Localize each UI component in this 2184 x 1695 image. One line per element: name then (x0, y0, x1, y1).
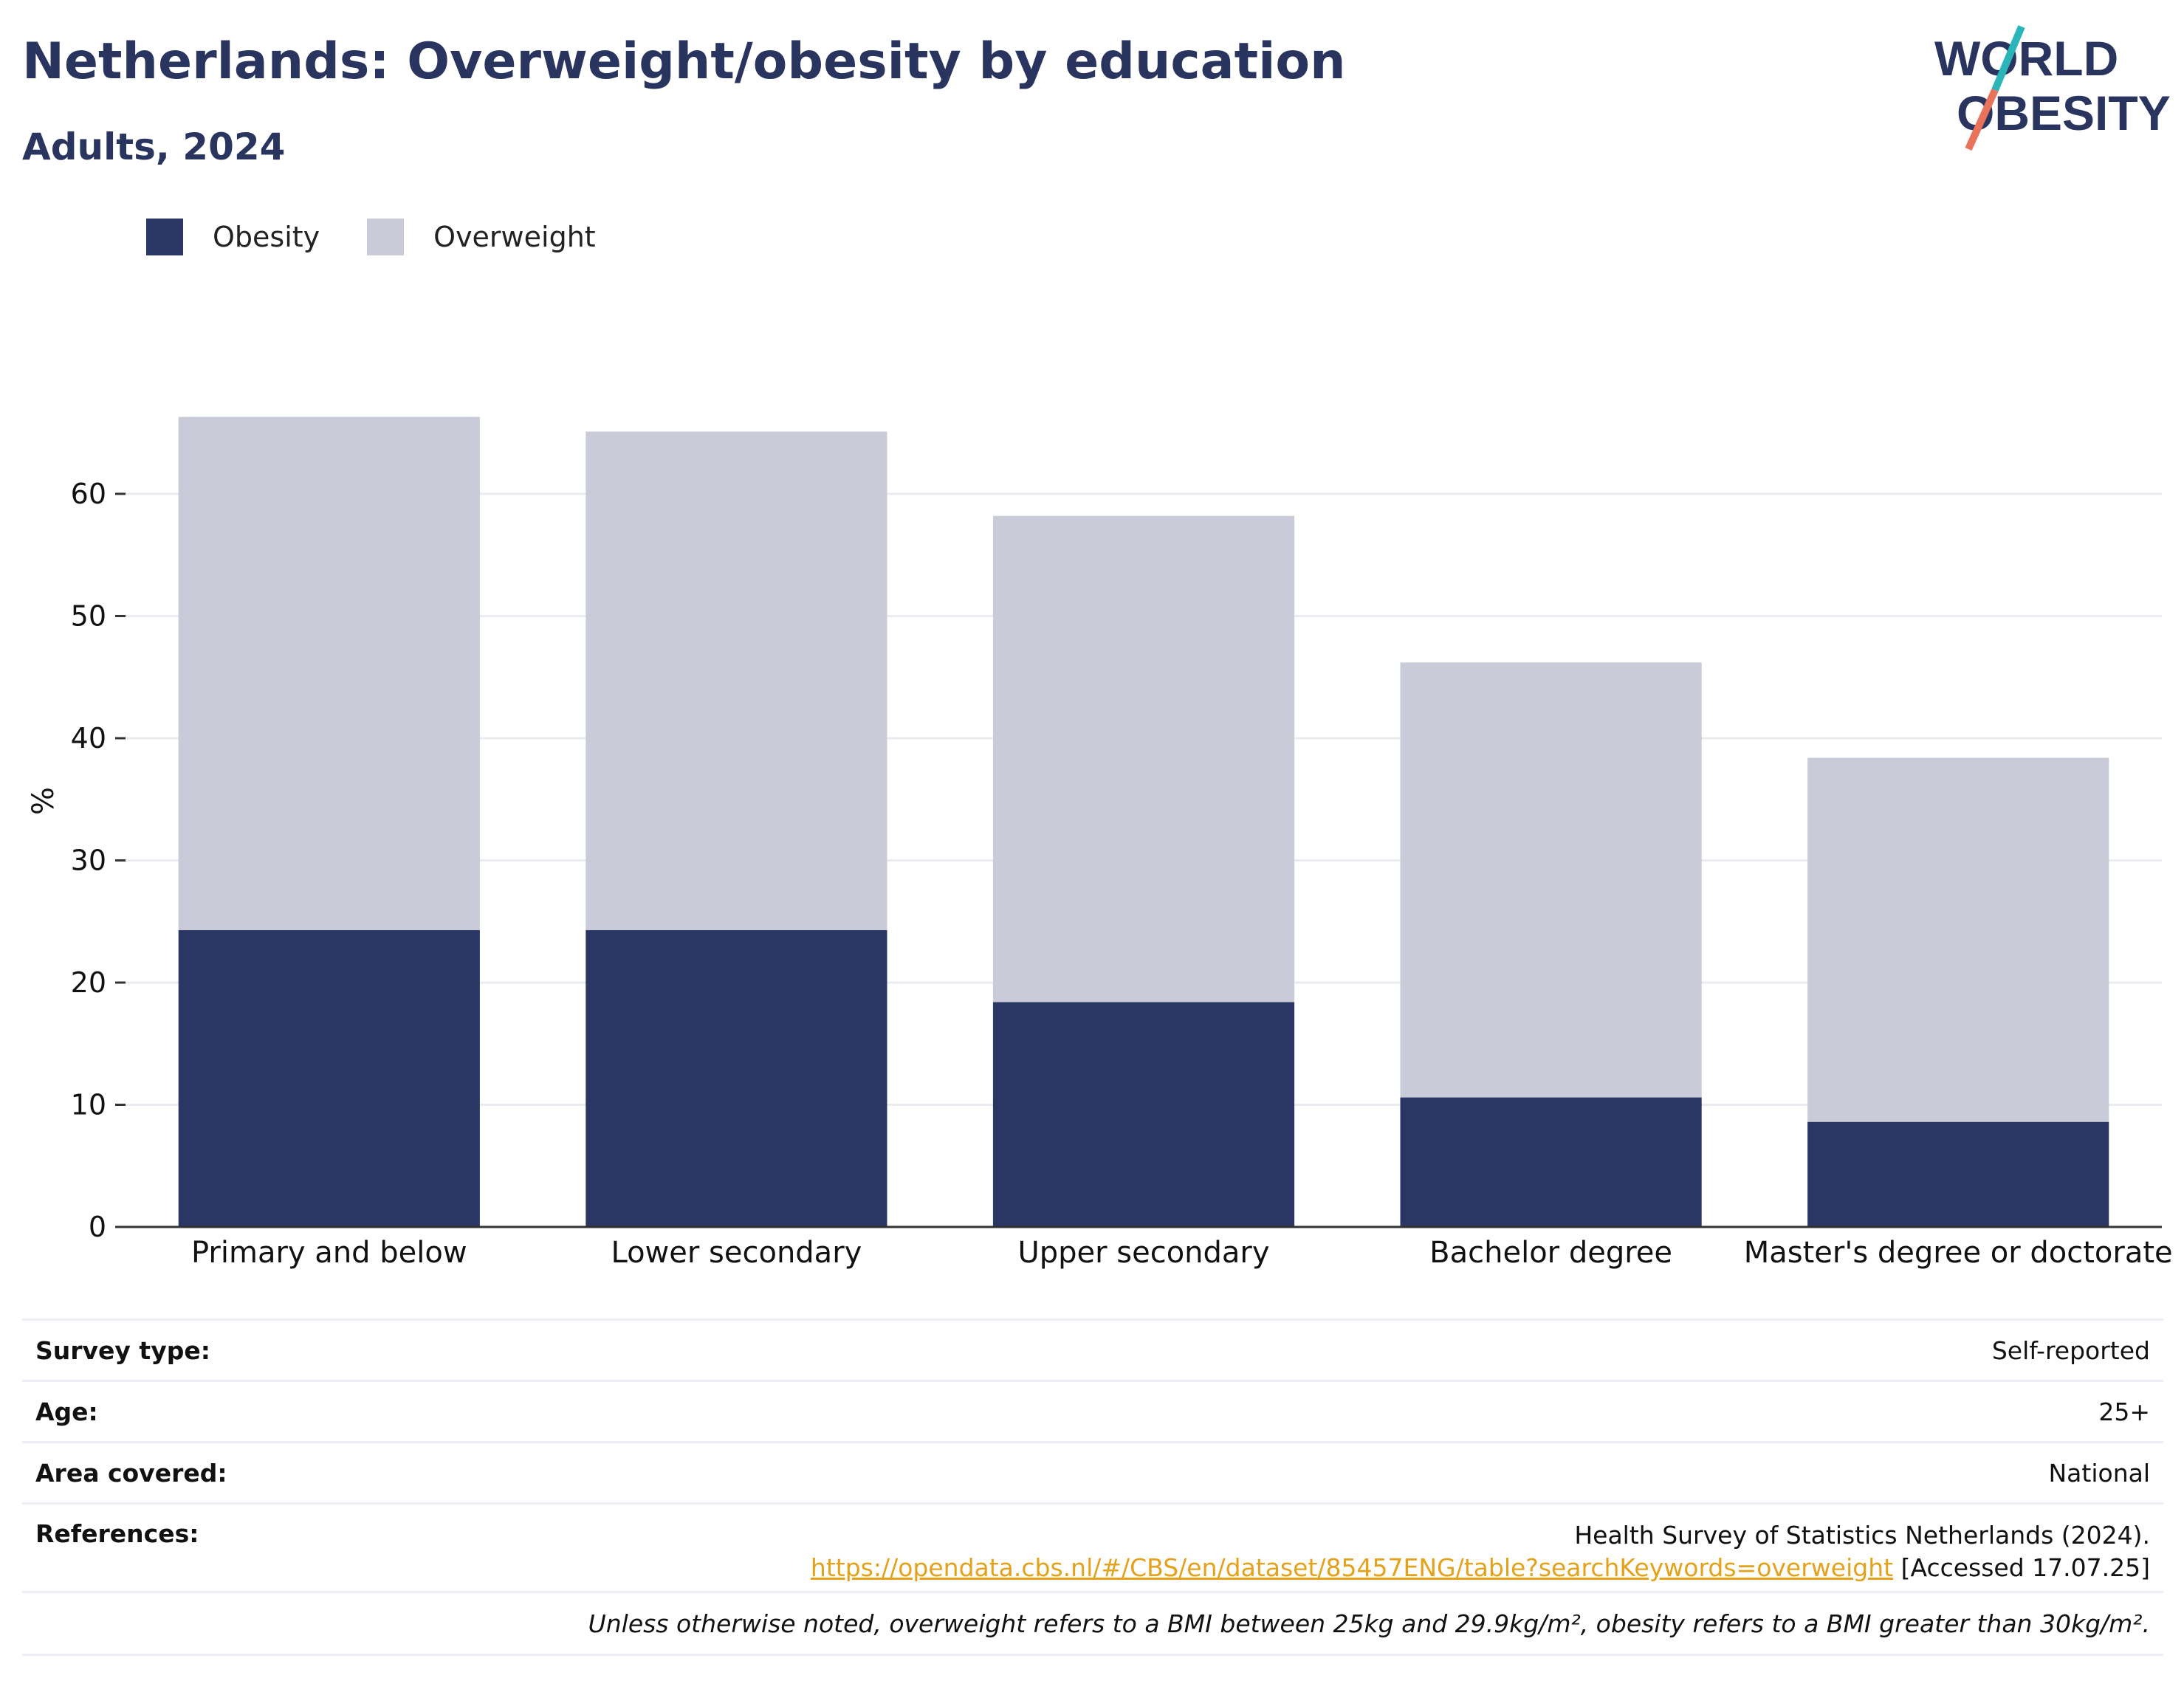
y-tick-labels: 0 10 20 30 40 50 60 (71, 478, 126, 1243)
references-label: References: (35, 1519, 199, 1548)
x-tick-label: Primary and below (191, 1236, 467, 1270)
references-source: Health Survey of Statistics Netherlands … (1574, 1521, 2150, 1550)
age-value: 25+ (2098, 1397, 2150, 1426)
bar-obesity[interactable] (1807, 1121, 2109, 1227)
y-tick-label: 40 (71, 722, 106, 754)
legend-label-obesity: Obesity (213, 221, 320, 253)
y-axis-label: % (27, 787, 61, 815)
area-value: National (2048, 1458, 2150, 1488)
legend-item-overweight[interactable]: Overweight (367, 219, 596, 255)
world-obesity-logo: WORLD OBESITY (1934, 25, 2171, 151)
bar-obesity[interactable] (586, 929, 887, 1227)
bars (178, 416, 2109, 1227)
stacked-bar-chart: 0 10 20 30 40 50 60 Primary and below Lower sec… (27, 416, 2173, 1270)
logo-slash-teal (1991, 25, 2025, 92)
legend-label-overweight: Overweight (433, 221, 596, 253)
age-label: Age: (35, 1397, 98, 1426)
bar-obesity[interactable] (178, 929, 480, 1227)
references-accessed: [Accessed 17.07.25] (1900, 1553, 2150, 1582)
x-tick-label: Lower secondary (611, 1236, 862, 1270)
y-tick-label: 30 (71, 844, 106, 876)
definition-note: Unless otherwise noted, overweight refer… (22, 1591, 2163, 1656)
x-tick-label: Bachelor degree (1429, 1236, 1672, 1270)
bar-overweight[interactable] (586, 431, 887, 930)
age-row: Age: 25+ (22, 1380, 2163, 1441)
y-tick-label: 60 (71, 478, 106, 510)
y-tick-label: 0 (89, 1211, 106, 1243)
x-tick-labels: Primary and below Lower secondary Upper se… (126, 1225, 2173, 1270)
legend-swatch-overweight (367, 219, 405, 255)
legend-swatch-obesity (146, 219, 183, 255)
chart-subtitle: Adults, 2024 (22, 126, 286, 168)
chart-title: Netherlands: Overweight/obesity by educa… (22, 32, 1346, 91)
y-tick-label: 20 (71, 966, 106, 999)
bar-overweight[interactable] (992, 515, 1295, 1003)
survey-type-value: Self-reported (1991, 1335, 2150, 1365)
x-tick-label: Upper secondary (1017, 1236, 1269, 1270)
bar-obesity[interactable] (992, 1002, 1295, 1227)
references-row: References: Health Survey of Statistics … (22, 1502, 2163, 1591)
area-label: Area covered: (35, 1458, 227, 1488)
bar-overweight[interactable] (178, 416, 480, 930)
bar-obesity[interactable] (1400, 1097, 1702, 1227)
bar-overweight[interactable] (1400, 662, 1702, 1098)
y-tick-label: 10 (71, 1088, 106, 1121)
metadata-table: Survey type: Self-reported Age: 25+ Area… (22, 1318, 2163, 1656)
logo-line-1: WORLD (1934, 31, 2118, 86)
legend-item-obesity[interactable]: Obesity (146, 219, 320, 255)
references-link[interactable]: https://opendata.cbs.nl/#/CBS/en/dataset… (810, 1553, 1894, 1582)
survey-type-label: Survey type: (35, 1335, 210, 1365)
x-tick-label: Master's degree or doctorate (1744, 1236, 2173, 1270)
area-row: Area covered: National (22, 1441, 2163, 1502)
references-value: Health Survey of Statistics Netherlands … (811, 1519, 2150, 1591)
chart-legend: Obesity Overweight (146, 219, 643, 255)
y-tick-label: 50 (71, 599, 106, 632)
survey-type-row: Survey type: Self-reported (22, 1318, 2163, 1380)
logo-slash-coral (1965, 88, 1999, 151)
bar-overweight[interactable] (1807, 757, 2109, 1122)
